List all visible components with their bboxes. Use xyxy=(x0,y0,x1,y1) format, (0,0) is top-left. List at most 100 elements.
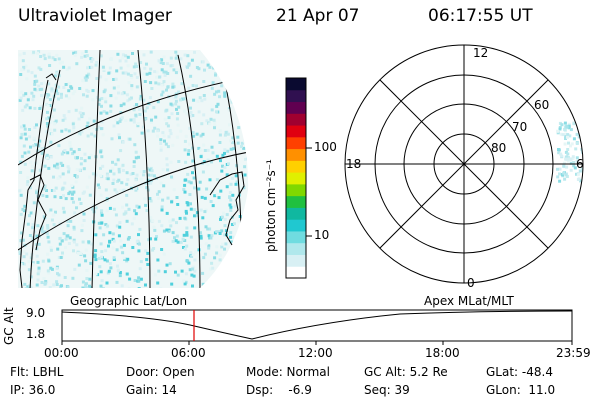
speckle-pixel xyxy=(171,96,175,100)
speckle-pixel xyxy=(193,186,196,190)
speckle-pixel xyxy=(189,74,193,78)
speckle-pixel xyxy=(99,218,103,222)
speckle-pixel xyxy=(78,111,82,115)
speckle-pixel xyxy=(19,193,23,197)
speckle-pixel xyxy=(175,117,179,121)
speckle-pixel xyxy=(217,230,221,234)
speckle-pixel xyxy=(101,133,105,137)
lat-lon-grid xyxy=(18,50,249,288)
speckle-pixel xyxy=(165,211,169,215)
speckle-pixel xyxy=(162,134,166,138)
speckle-pixel xyxy=(117,91,120,95)
speckle-pixel xyxy=(174,95,178,99)
speckle-pixel xyxy=(126,237,130,241)
polar-speckle-pixel xyxy=(576,173,580,177)
polar-speckle-pixel xyxy=(569,161,573,165)
speckle-pixel xyxy=(240,280,244,284)
speckle-pixel xyxy=(88,74,92,78)
speckle-pixel xyxy=(214,61,218,65)
speckle-pixel xyxy=(22,144,26,148)
speckle-pixel xyxy=(106,271,110,275)
speckle-pixel xyxy=(236,141,240,145)
polar-speckle-pixel xyxy=(575,172,578,176)
speckle-pixel xyxy=(134,150,138,154)
polar-speckle-pixel xyxy=(558,167,562,171)
speckle-pixel xyxy=(182,97,186,101)
polar-speckle-pixel xyxy=(566,135,569,139)
speckle-pixel xyxy=(94,173,98,177)
colorbar-frame xyxy=(285,77,307,279)
colorbar-unit-label: photon cm⁻²s⁻¹ xyxy=(264,159,278,252)
speckle-pixel xyxy=(237,254,241,258)
colorbar-cell xyxy=(286,207,306,220)
speckle-pixel xyxy=(85,54,89,58)
speckle-pixel xyxy=(102,233,106,237)
speckle-pixel xyxy=(89,57,93,61)
speckle-pixel xyxy=(53,164,56,168)
speckle-pixel xyxy=(112,258,116,261)
speckle-pixel xyxy=(52,175,55,179)
speckle-pixel xyxy=(210,86,214,90)
polar-speckle-pixel xyxy=(560,123,564,127)
speckle-pixel xyxy=(246,110,249,114)
polar-speckle-pixel xyxy=(563,128,567,132)
speckle-pixel xyxy=(40,94,43,97)
speckle-pixel xyxy=(186,259,190,263)
speckle-pixel xyxy=(141,286,145,288)
speckle-pixel xyxy=(83,254,87,258)
speckle-pixel xyxy=(72,225,76,229)
speckle-pixel xyxy=(145,62,148,66)
speckle-pixel xyxy=(157,82,161,86)
speckle-pixel xyxy=(80,157,83,160)
speckle-pixel xyxy=(81,112,85,116)
speckle-pixel xyxy=(40,281,44,284)
speckle-pixel xyxy=(128,277,132,281)
speckle-pixel xyxy=(247,135,249,139)
speckle-pixel xyxy=(81,191,85,195)
speckle-pixel xyxy=(202,80,206,83)
speckle-pixel xyxy=(99,166,102,170)
speckle-pixel xyxy=(45,130,49,134)
speckle-pixel xyxy=(42,120,45,124)
speckle-pixel xyxy=(151,248,155,252)
speckle-pixel xyxy=(22,51,26,55)
speckle-pixel xyxy=(115,280,119,284)
speckle-pixel xyxy=(236,202,240,206)
speckle-pixel xyxy=(223,148,227,152)
speckle-pixel xyxy=(39,105,43,109)
speckle-pixel xyxy=(211,286,215,288)
speckle-pixel xyxy=(83,76,87,80)
speckle-pixel xyxy=(43,164,47,168)
speckle-pixel xyxy=(19,160,23,164)
speckle-pixel xyxy=(229,240,233,244)
speckle-pixel xyxy=(185,233,189,237)
speckle-pixel xyxy=(192,98,196,102)
speckle-pixel xyxy=(124,59,128,63)
speckle-pixel xyxy=(104,78,108,82)
speckle-pixel xyxy=(174,71,178,75)
speckle-pixel xyxy=(116,158,120,162)
speckle-pixel xyxy=(99,127,103,131)
speckle-pixel xyxy=(179,98,182,102)
speckle-pixel xyxy=(132,117,136,121)
speckle-pixel xyxy=(102,90,106,94)
speckle-pixel xyxy=(127,207,131,211)
speckle-pixel xyxy=(161,168,165,172)
speckle-pixel xyxy=(251,153,254,156)
speckle-pixel xyxy=(64,94,68,98)
speckle-pixel xyxy=(201,216,205,220)
speckle-pixel xyxy=(223,91,227,95)
speckle-pixel xyxy=(229,139,232,143)
speckle-pixel xyxy=(149,67,153,71)
speckle-pixel xyxy=(185,244,189,248)
speckle-pixel xyxy=(99,174,102,178)
speckle-pixel xyxy=(50,132,54,136)
speckle-pixel xyxy=(191,171,194,175)
speckle-pixel xyxy=(140,131,144,135)
speckle-pixel xyxy=(92,119,96,123)
speckle-pixel xyxy=(50,89,54,93)
speckle-pixel xyxy=(101,287,105,288)
speckle-pixel xyxy=(191,253,195,257)
speckle-pixel xyxy=(240,108,244,112)
speckle-pixel xyxy=(167,229,171,233)
